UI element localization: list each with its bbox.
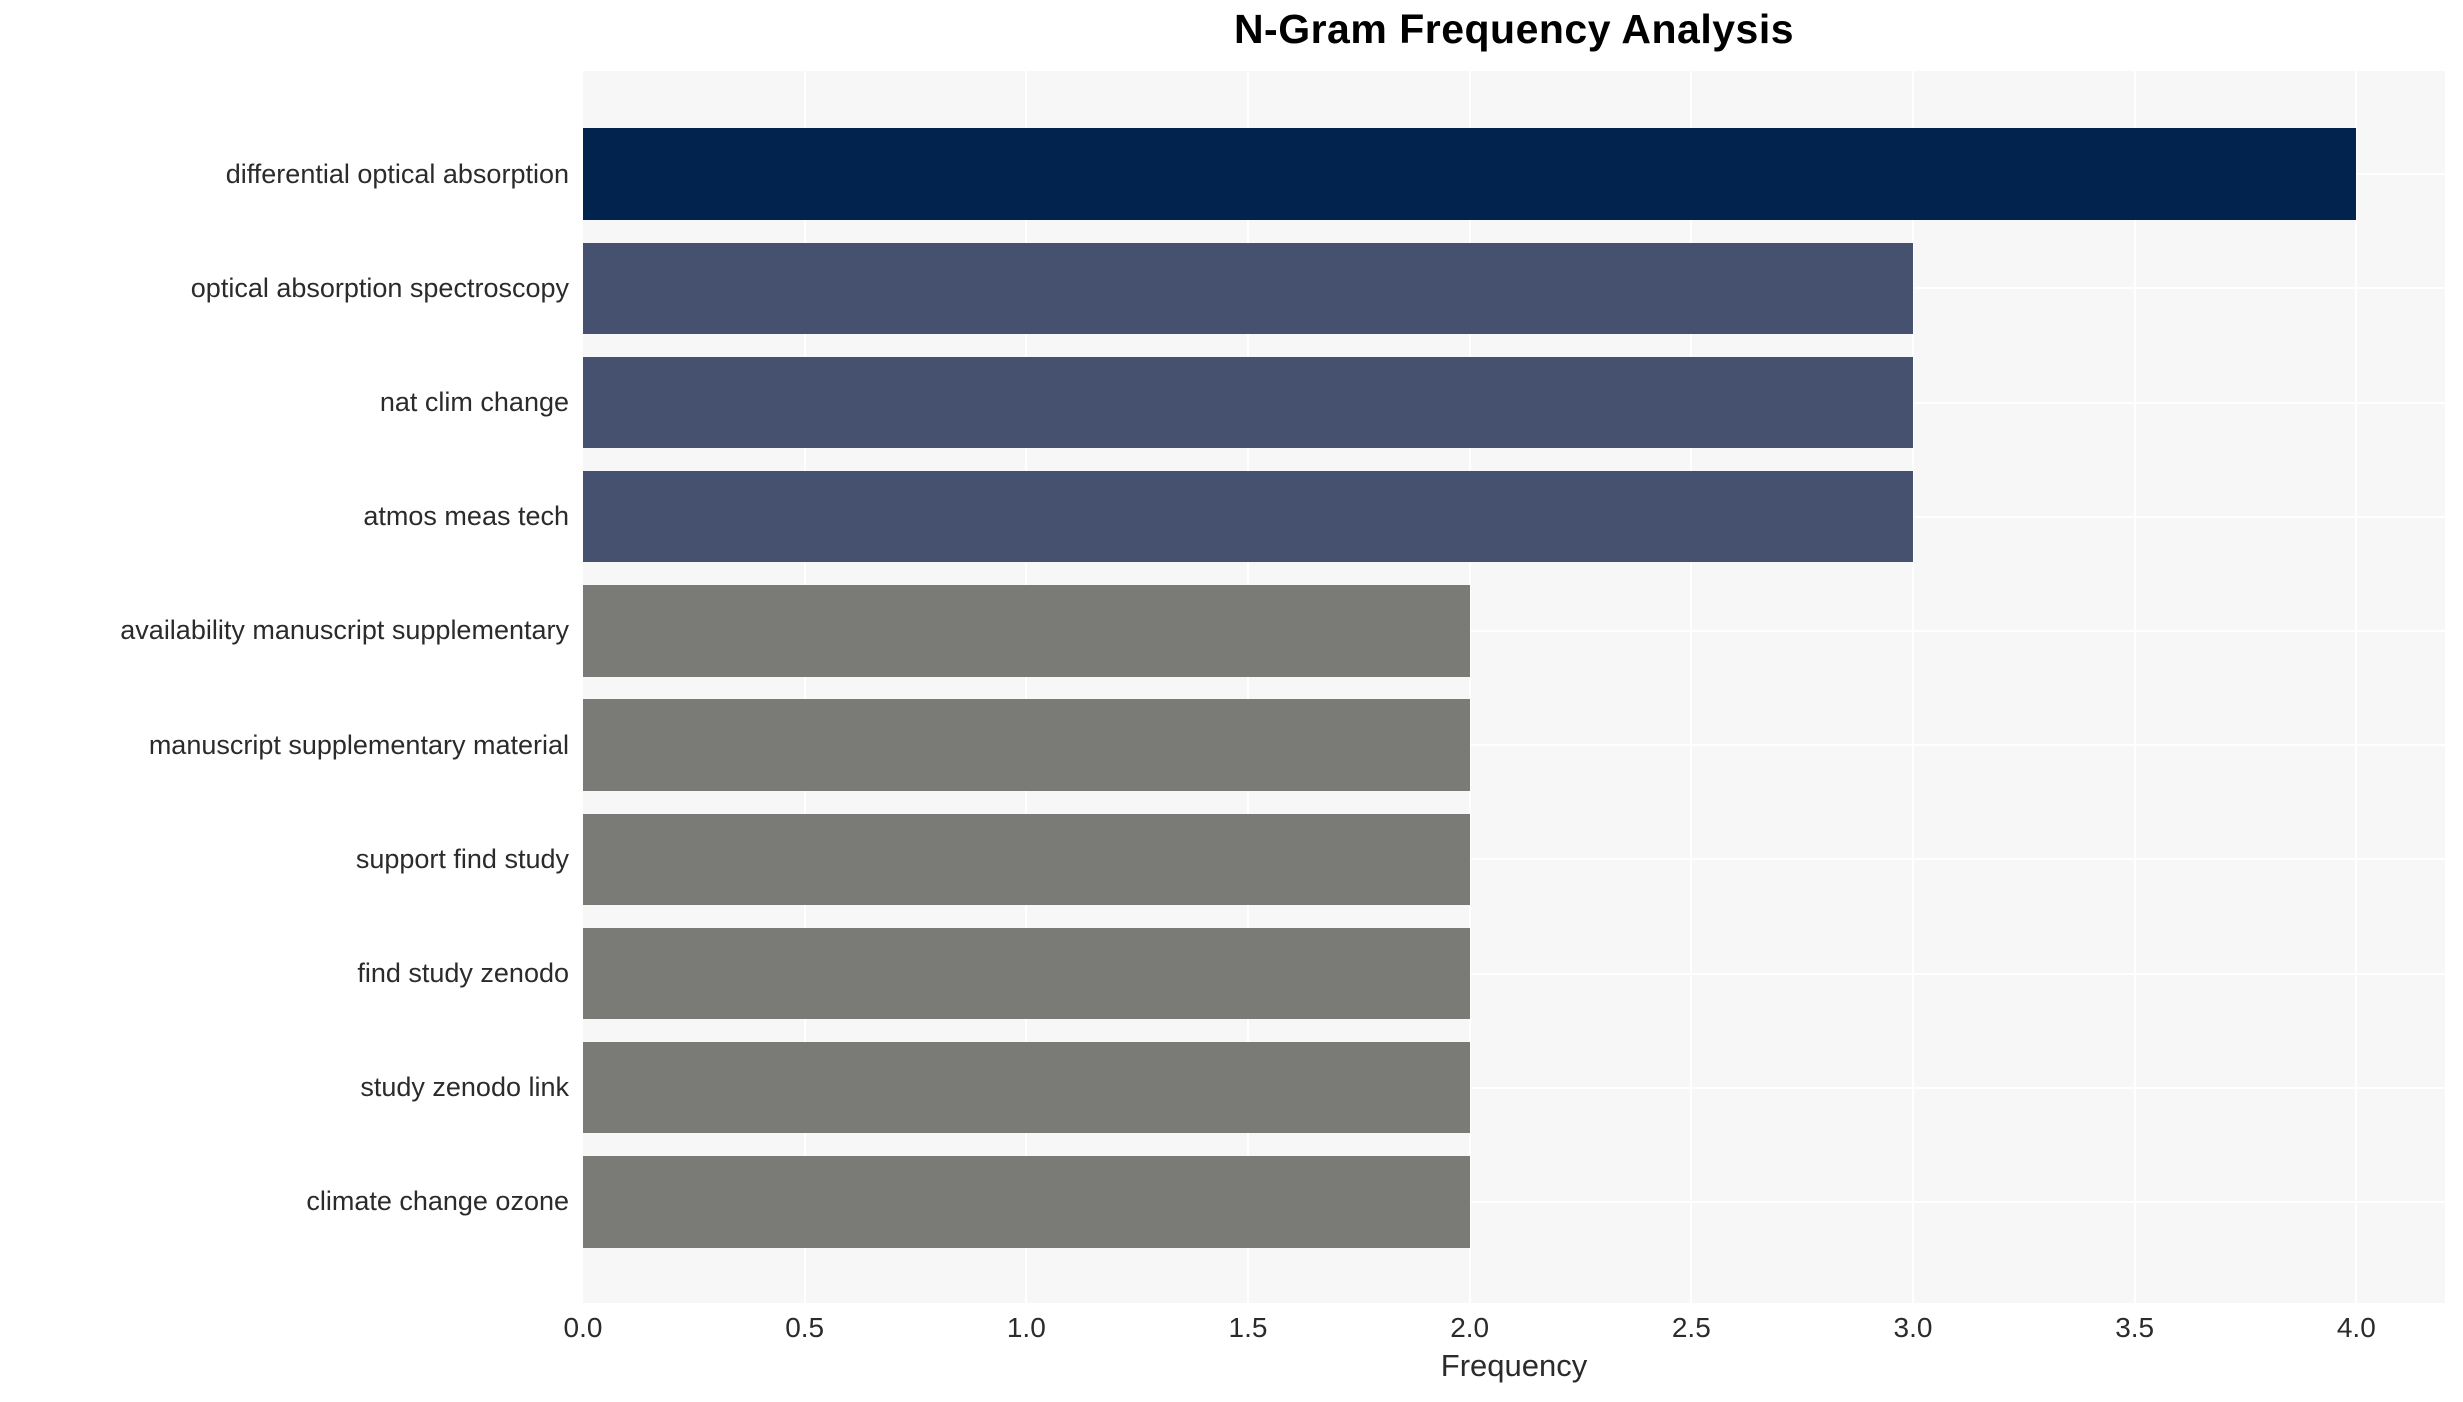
bar-row — [583, 345, 2445, 459]
bar[interactable] — [583, 813, 1470, 905]
bar-row — [583, 231, 2445, 345]
x-gridline — [1912, 71, 1914, 1303]
bar-row — [583, 117, 2445, 231]
bar[interactable] — [583, 356, 1913, 449]
x-gridline — [2133, 71, 2136, 1303]
y-gridline — [583, 1086, 2445, 1089]
bar[interactable] — [583, 471, 1913, 563]
y-gridline — [583, 1200, 2445, 1203]
x-gridline — [1247, 71, 1249, 1303]
bar[interactable] — [583, 1042, 1470, 1134]
x-tick-label: 0.0 — [563, 1312, 603, 1343]
bar[interactable] — [583, 699, 1470, 791]
bar-rows — [583, 71, 2445, 1303]
x-tick-label: 2.0 — [1450, 1312, 1490, 1343]
y-tick-label: atmos meas tech — [363, 501, 569, 532]
x-tick-label: 4.0 — [2336, 1312, 2376, 1343]
y-gridline — [583, 744, 2445, 747]
x-axis-title: Frequency — [1440, 1348, 1588, 1383]
bar-row — [583, 802, 2445, 916]
bar-row — [583, 916, 2445, 1030]
bar[interactable] — [583, 1156, 1470, 1248]
y-tick-label: manuscript supplementary material — [148, 729, 569, 760]
bar[interactable] — [583, 242, 1913, 334]
bar[interactable] — [583, 128, 2357, 220]
y-tick-label: nat clim change — [379, 387, 569, 417]
x-tick-label: 3.0 — [1893, 1312, 1933, 1343]
x-tick-label: 1.0 — [1006, 1312, 1046, 1343]
x-tick-label: 0.5 — [785, 1312, 825, 1343]
bar-row — [583, 688, 2445, 802]
y-tick-label: climate change ozone — [306, 1186, 569, 1217]
x-gridline — [803, 71, 806, 1303]
y-tick-label: study zenodo link — [360, 1072, 569, 1103]
x-gridline — [1468, 71, 1471, 1303]
x-tick-label: 2.5 — [1671, 1312, 1711, 1343]
y-tick-label: support find study — [355, 843, 569, 874]
bar-row — [583, 574, 2445, 688]
y-gridline — [583, 858, 2445, 861]
bar[interactable] — [583, 585, 1470, 677]
y-axis-labels: differential optical absorption optical a… — [0, 71, 583, 1303]
plot-area — [583, 71, 2445, 1303]
x-tick-label: 1.5 — [1228, 1312, 1268, 1343]
y-tick-label: optical absorption spectroscopy — [190, 272, 569, 303]
x-gridline — [1025, 71, 1028, 1303]
x-tick-label: 3.5 — [2115, 1312, 2155, 1343]
x-gridline — [2355, 71, 2358, 1303]
y-tick-label: availability manuscript supplementary — [120, 615, 569, 646]
bar-row — [583, 1031, 2445, 1145]
y-tick-label: find study zenodo — [357, 958, 569, 989]
x-gridline — [1690, 71, 1693, 1303]
bar-row — [583, 460, 2445, 574]
chart-title: N-Gram Frequency Analysis — [1233, 6, 1795, 52]
bar[interactable] — [583, 927, 1470, 1020]
y-tick-label: differential optical absorption — [225, 158, 569, 189]
y-gridline — [583, 972, 2445, 975]
bar-row — [583, 1145, 2445, 1259]
y-gridline — [583, 629, 2445, 632]
